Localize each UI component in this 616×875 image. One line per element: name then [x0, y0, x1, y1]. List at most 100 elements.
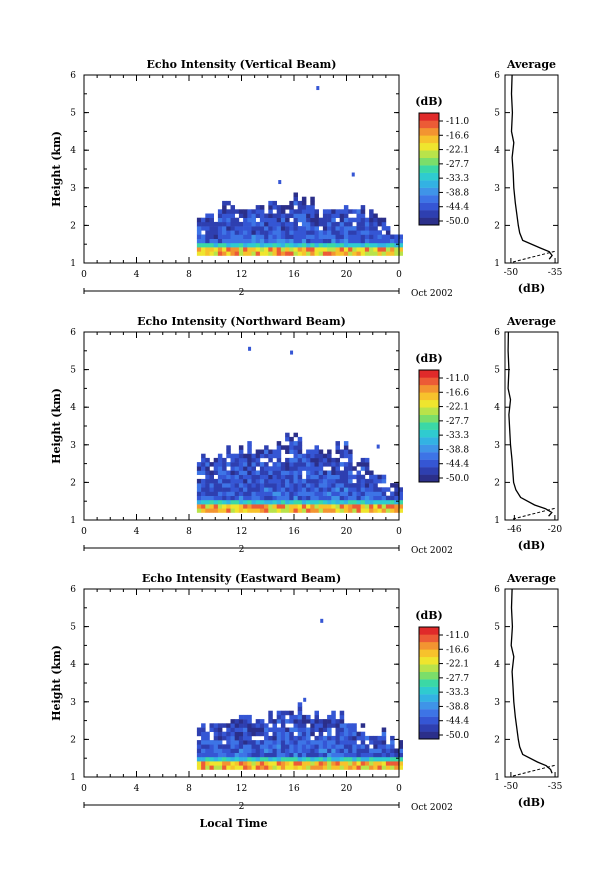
echo-cell — [360, 462, 366, 467]
colorbar-frame — [418, 369, 440, 483]
echo-cell — [201, 487, 206, 492]
echo-cell — [234, 765, 240, 770]
echo-cell — [339, 723, 345, 728]
echo-cell — [268, 242, 273, 248]
echo-cell — [238, 714, 244, 720]
echo-cell — [314, 735, 319, 741]
echo-cell — [276, 765, 282, 770]
echo-cell — [205, 491, 210, 496]
echo-cell — [335, 441, 340, 446]
echo-cell — [314, 470, 319, 475]
echo-cell — [364, 230, 370, 235]
echo-cell — [373, 226, 378, 231]
echo-cell — [360, 487, 366, 492]
echo-cell — [297, 234, 303, 239]
echo-cell — [310, 727, 315, 732]
echo-cell — [293, 719, 298, 724]
echo-cell — [297, 470, 303, 475]
echo-cell — [238, 504, 244, 509]
echo-cell — [209, 748, 214, 753]
echo-cell — [272, 200, 277, 206]
echo-cell — [318, 487, 324, 492]
echo-cell — [343, 247, 349, 252]
echo-cell — [247, 748, 252, 753]
echo-cell — [289, 242, 294, 248]
y-tick-label: 6 — [70, 328, 76, 338]
y-tick-label: 3 — [70, 184, 76, 194]
echo-cell — [289, 238, 294, 244]
echo-cell — [339, 221, 345, 227]
echo-cell — [369, 247, 374, 252]
echo-cell — [196, 752, 202, 758]
echo-cell — [276, 710, 282, 716]
echo-cell — [318, 478, 324, 484]
y-tick-label: 1 — [70, 773, 76, 783]
echo-cell — [352, 217, 357, 223]
colorbar-segment — [419, 709, 439, 717]
echo-cell — [280, 238, 286, 244]
echo-cell — [217, 234, 223, 239]
echo-cell — [327, 234, 332, 239]
echo-cell — [377, 251, 382, 256]
echo-cell — [331, 251, 336, 256]
profile-x-label: (dB) — [518, 539, 545, 552]
echo-cell — [293, 192, 298, 197]
echo-cell — [285, 474, 290, 480]
echo-cell — [226, 748, 231, 753]
echo-cell — [217, 230, 223, 235]
echo-cell — [243, 748, 248, 753]
echo-cell — [335, 723, 340, 728]
echo-cell — [339, 508, 345, 513]
echo-cell — [272, 483, 277, 488]
echo-cell — [276, 251, 282, 256]
echo-cell — [306, 238, 311, 244]
echo-cell — [205, 470, 210, 475]
echo-cell — [222, 723, 227, 728]
echo-cell — [264, 752, 269, 758]
echo-cell — [247, 714, 252, 720]
echo-cell — [276, 462, 282, 467]
echo-cell — [251, 226, 256, 231]
echo-cell — [301, 765, 307, 770]
echo-cell — [293, 470, 298, 475]
echo-cell — [222, 213, 227, 218]
echo-cell — [259, 217, 265, 223]
echo-cell — [238, 731, 244, 737]
echo-cell — [285, 727, 290, 732]
echo-cell — [327, 209, 332, 214]
echo-cell — [196, 221, 202, 227]
echo-cell — [348, 491, 353, 496]
echo-cell — [314, 748, 319, 753]
echo-cell — [268, 453, 273, 459]
colorbar-label: -22.1 — [446, 403, 469, 413]
echo-cell — [335, 740, 340, 745]
echo-cell — [213, 251, 219, 256]
echo-cell — [390, 752, 395, 758]
echo-cell — [201, 499, 206, 505]
echo-cell — [339, 449, 345, 454]
echo-cell — [297, 487, 303, 492]
echo-cell — [264, 470, 269, 475]
echo-cell — [280, 445, 286, 450]
echo-cell — [217, 495, 223, 501]
echo-cell — [331, 213, 336, 218]
echo-cell — [352, 466, 357, 471]
echo-cell — [310, 495, 315, 501]
echo-cell — [205, 457, 210, 463]
echo-cell — [234, 495, 240, 501]
echo-cell — [293, 508, 298, 513]
profile-y-tick-label: 2 — [494, 478, 500, 488]
echo-cell — [285, 504, 290, 509]
echo-cell — [259, 748, 265, 753]
echo-cell — [264, 508, 269, 513]
colorbar-label: -11.0 — [446, 631, 469, 641]
echo-cell — [289, 752, 294, 758]
echo-cell — [230, 491, 235, 496]
echo-cell — [234, 719, 240, 724]
echo-cell — [343, 230, 349, 235]
y-tick-label: 5 — [70, 623, 76, 633]
echo-cell — [209, 474, 214, 480]
echo-cell — [339, 765, 345, 770]
echo-cell — [360, 247, 366, 252]
echo-cell — [272, 238, 277, 244]
